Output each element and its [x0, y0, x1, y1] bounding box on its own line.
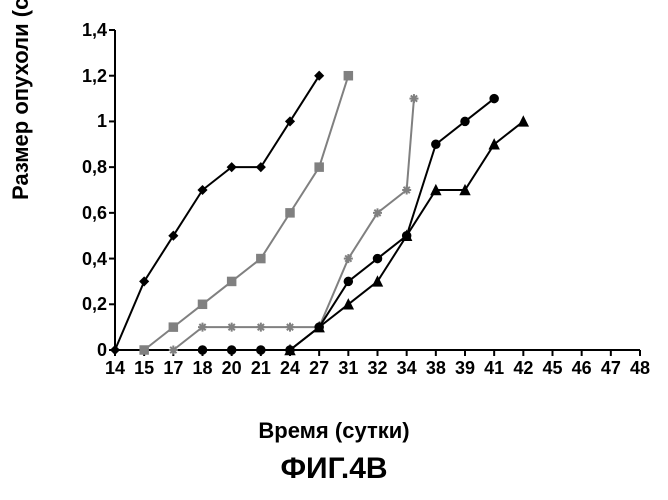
series-4-marker — [257, 346, 265, 354]
x-tick-label: 21 — [247, 358, 275, 379]
x-tick-label: 48 — [626, 358, 654, 379]
x-tick-label: 14 — [101, 358, 129, 379]
x-tick-label: 18 — [189, 358, 217, 379]
series-4-marker — [199, 346, 207, 354]
x-tick-label: 17 — [159, 358, 187, 379]
series-2-marker — [257, 255, 265, 263]
series-3-marker — [402, 186, 411, 195]
x-tick-label: 41 — [480, 358, 508, 379]
series-3-marker — [409, 94, 418, 103]
series-4-marker — [344, 277, 352, 285]
series-4-marker — [490, 95, 498, 103]
series-4-marker — [461, 117, 469, 125]
y-tick-label: 0,2 — [65, 294, 107, 315]
figure: Размер опухоли (см) Время (сутки) ФИГ.4B… — [0, 0, 668, 500]
x-tick-label: 47 — [597, 358, 625, 379]
x-tick-label: 39 — [451, 358, 479, 379]
x-tick-label: 27 — [305, 358, 333, 379]
x-tick-label: 45 — [539, 358, 567, 379]
series-4-marker — [228, 346, 236, 354]
x-tick-label: 31 — [334, 358, 362, 379]
series-2-marker — [140, 346, 148, 354]
series-5-marker — [519, 117, 528, 126]
x-tick-label: 20 — [218, 358, 246, 379]
y-tick-label: 1,4 — [65, 20, 107, 41]
series-2 — [144, 76, 348, 350]
series-4-marker — [432, 140, 440, 148]
series-2-marker — [344, 72, 352, 80]
series-2-marker — [169, 323, 177, 331]
x-tick-label: 38 — [422, 358, 450, 379]
series-2-marker — [199, 300, 207, 308]
series-3 — [173, 99, 414, 350]
x-tick-label: 42 — [509, 358, 537, 379]
y-tick-label: 1,2 — [65, 66, 107, 87]
x-tick-label: 46 — [568, 358, 596, 379]
series-3-marker — [169, 346, 178, 355]
series-3-marker — [344, 254, 353, 263]
series-3-marker — [373, 208, 382, 217]
x-tick-label: 24 — [276, 358, 304, 379]
x-tick-label: 32 — [364, 358, 392, 379]
series-2-marker — [228, 277, 236, 285]
series-3-marker — [198, 323, 207, 332]
x-tick-label: 34 — [393, 358, 421, 379]
series-2-marker — [286, 209, 294, 217]
y-tick-label: 0,4 — [65, 249, 107, 270]
series-3-marker — [286, 323, 295, 332]
y-tick-label: 0,8 — [65, 157, 107, 178]
series-4-marker — [374, 255, 382, 263]
series-3-marker — [227, 323, 236, 332]
x-tick-label: 15 — [130, 358, 158, 379]
series-3-marker — [256, 323, 265, 332]
series-4 — [203, 99, 495, 350]
y-tick-label: 1 — [65, 111, 107, 132]
series-2-marker — [315, 163, 323, 171]
y-tick-label: 0,6 — [65, 203, 107, 224]
series-1-marker — [111, 346, 119, 354]
